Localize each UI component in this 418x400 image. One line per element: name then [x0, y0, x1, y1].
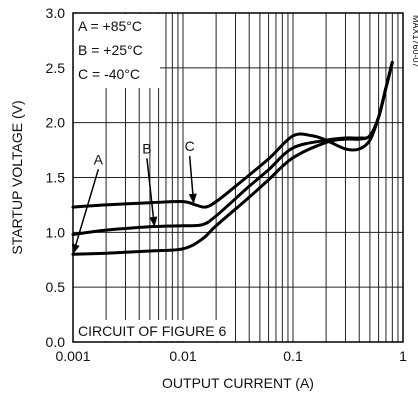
y-tick-label: 2.5 [46, 60, 66, 76]
curve-label-arrows: A B C [72, 138, 197, 255]
circuit-note: CIRCUIT OF FIGURE 6 [78, 323, 227, 339]
curves [71, 60, 394, 256]
y-tick-label: 1.5 [46, 170, 66, 186]
curve-arrow-line [146, 158, 156, 227]
y-axis-title: STARTUP VOLTAGE (V) [9, 100, 25, 254]
y-tick-label: 3.0 [46, 5, 66, 21]
legend-entry-b: B = +25°C [78, 42, 143, 58]
y-tick-label: 0.0 [46, 334, 66, 350]
x-tick-label: 0.1 [283, 348, 303, 364]
curve-label-c: C [185, 138, 195, 154]
figure-id: MAX1760-07 [411, 15, 418, 68]
curve-arrow-head [188, 193, 197, 204]
y-tick-label: 0.5 [46, 279, 66, 295]
legend-entry-a: A = +85°C [78, 18, 142, 34]
curve-arrow-line [72, 169, 100, 255]
legend-box [74, 14, 160, 88]
curve-arrow-head [72, 243, 80, 255]
curve-label-b: B [142, 140, 151, 156]
y-tick-label: 2.0 [46, 115, 66, 131]
x-axis-title: OUTPUT CURRENT (A) [162, 375, 314, 391]
plot-border [72, 12, 404, 343]
tick-labels: 0.001 0.01 0.1 1 0.0 0.5 1.0 1.5 2.0 2.5 3.0 [46, 5, 408, 364]
curve-label-a: A [94, 151, 104, 167]
curve-arrow-head [149, 216, 158, 227]
x-tick-label: 0.01 [169, 348, 196, 364]
grid [73, 13, 403, 342]
x-tick-label: 1 [399, 348, 407, 364]
plot-frame [72, 12, 404, 343]
legend-entry-c: C = -40°C [78, 66, 140, 82]
x-tick-label: 0.001 [55, 348, 90, 364]
series-line-c [71, 60, 394, 209]
y-tick-label: 1.0 [46, 224, 66, 240]
series-line-a [71, 60, 394, 256]
note-box [74, 320, 219, 341]
